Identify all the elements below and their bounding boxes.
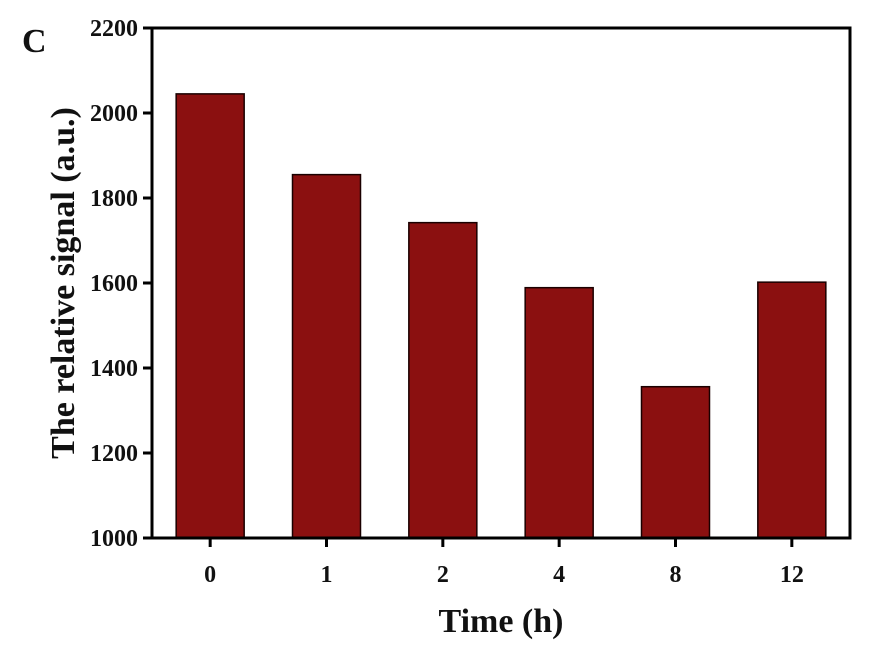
y-tick-label: 1400 [90,356,138,382]
y-tick-label: 1800 [90,186,138,212]
x-tick-label: 12 [780,562,804,588]
y-tick-label: 1200 [90,441,138,467]
x-tick-label: 0 [204,562,216,588]
plot-frame [150,26,852,540]
bar-1 [291,173,362,539]
x-tick-label: 8 [670,562,682,588]
x-tick-label: 2 [437,562,449,588]
y-tick-label: 1000 [90,526,138,552]
y-axis: 1000 1200 1400 1600 1800 2000 2200 [90,16,152,552]
y-axis-title: The relative signal (a.u.) [45,107,82,459]
x-axis-title: Time (h) [439,603,564,640]
bar-8 [640,385,711,539]
bar-0 [175,93,245,539]
bar-4 [524,286,594,539]
x-tick-label: 1 [321,562,333,588]
bars-layer [175,93,827,539]
y-tick-label: 1600 [90,271,138,297]
panel-label: C [22,23,47,60]
y-tick-label: 2000 [90,101,138,127]
x-axis: 0 1 2 4 8 12 [204,538,804,588]
bar-2 [408,221,478,539]
bar-12 [757,281,827,539]
x-tick-label: 4 [553,562,565,588]
y-tick-label: 2200 [90,16,138,42]
